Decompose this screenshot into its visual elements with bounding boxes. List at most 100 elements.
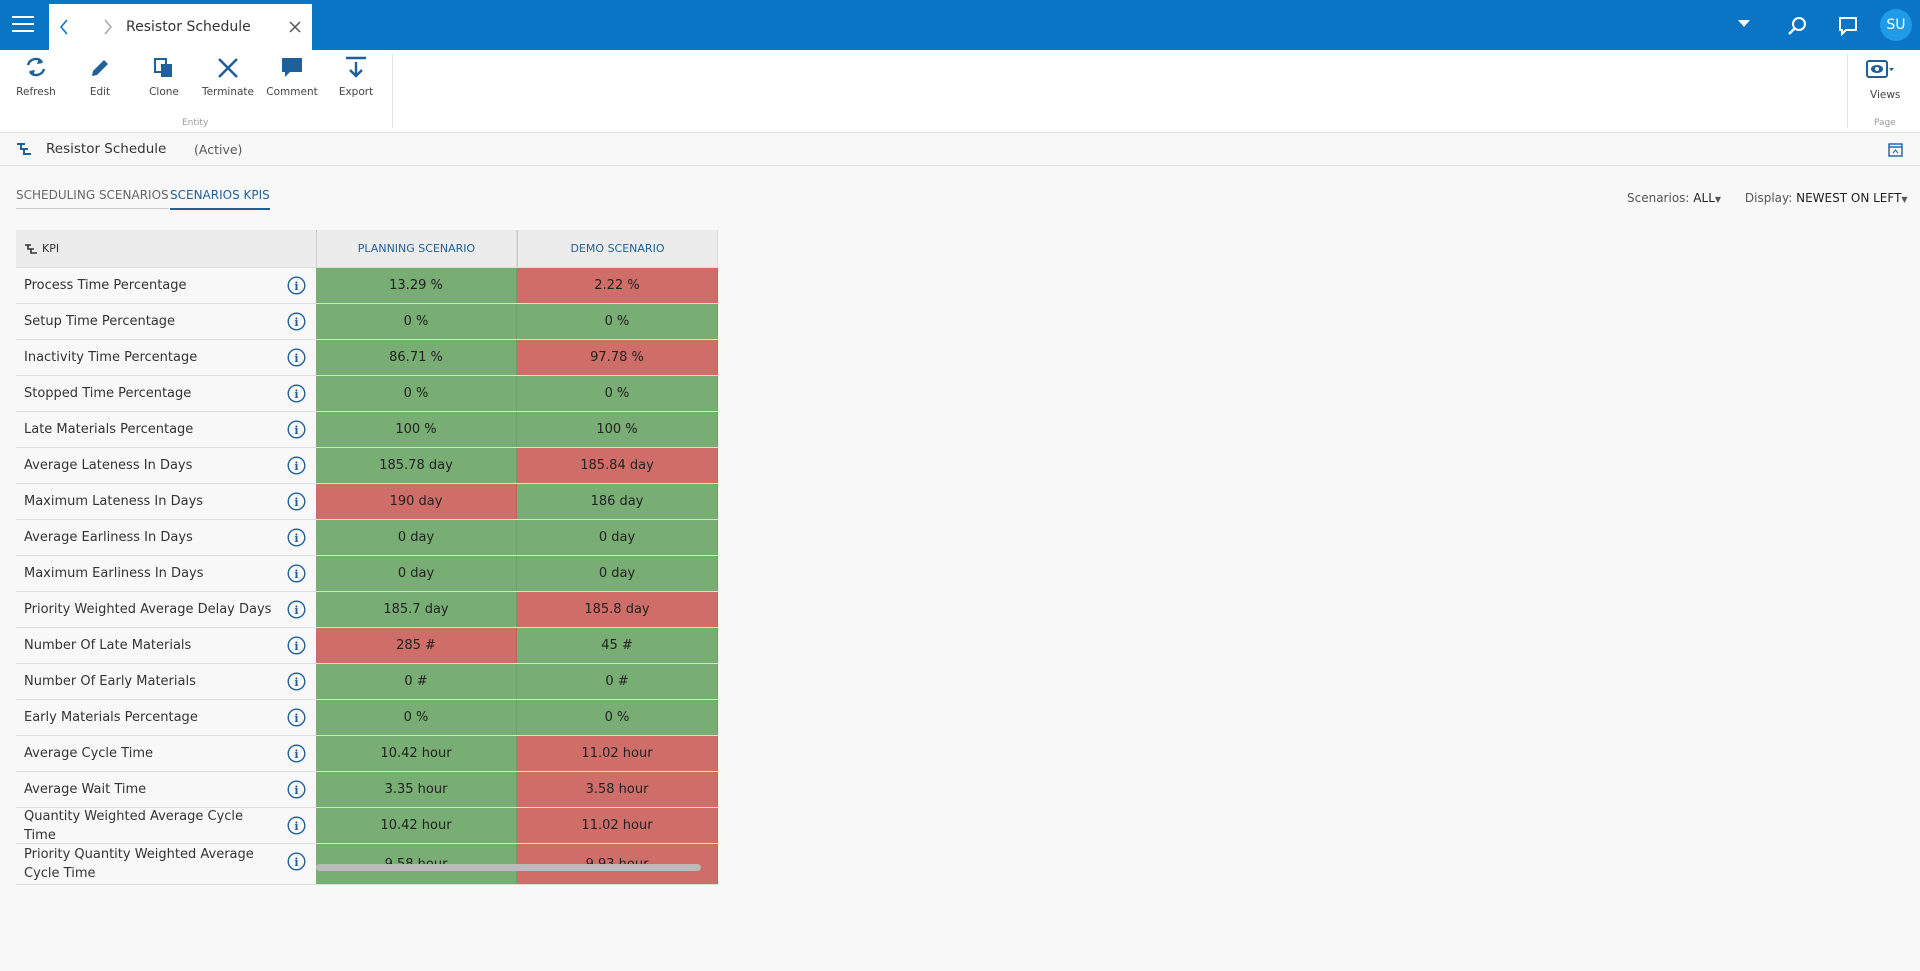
ribbon-button[interactable]: Refresh <box>4 56 68 98</box>
kpi-name: Quantity Weighted Average Cycle Time <box>24 808 244 843</box>
info-icon[interactable]: i <box>287 564 306 587</box>
column-header[interactable]: PLANNING SCENARIO <box>316 230 517 267</box>
dropdown[interactable] <box>1738 20 1750 28</box>
info-icon[interactable]: i <box>287 348 306 371</box>
svg-text:i: i <box>294 640 298 653</box>
expand[interactable] <box>1888 143 1904 157</box>
button-label: Export <box>338 86 374 98</box>
svg-text:i: i <box>294 388 298 401</box>
header-row: KPI PLANNING SCENARIO DEMO SCENARIO <box>16 230 718 268</box>
kpi-name: Average Cycle Time <box>24 746 153 761</box>
kpi-cell: Maximum Lateness In Days i <box>16 484 316 519</box>
kpi-value: 0 # <box>316 664 517 699</box>
top-bar: Resistor Schedule SU <box>0 0 1920 50</box>
filter-value[interactable]: ALL <box>1693 191 1715 205</box>
kpi-cell: Average Cycle Time i <box>16 736 316 771</box>
kpi-cell: Inactivity Time Percentage i <box>16 340 316 375</box>
tab[interactable]: Resistor Schedule <box>49 4 312 50</box>
kpi-cell: Early Materials Percentage i <box>16 700 316 735</box>
kpi-value: 10.42 hour <box>316 808 517 843</box>
views-label[interactable]: Views <box>1870 89 1901 101</box>
kpi-value: 13.29 % <box>316 268 517 303</box>
kpi-value: 185.7 day <box>316 592 517 627</box>
kpi-value: 190 day <box>316 484 517 519</box>
tab-title: Resistor Schedule <box>126 19 251 35</box>
ribbon: Entity Views Page Refresh Edit Clone Termin… <box>0 50 1920 133</box>
info-icon[interactable]: i <box>287 528 306 551</box>
kpi-name: Number Of Early Materials <box>24 674 196 689</box>
table-row: Maximum Lateness In Days i 190 day 186 day <box>16 484 718 520</box>
info-icon[interactable]: i <box>287 384 306 407</box>
chat[interactable] <box>1838 16 1858 36</box>
info-icon[interactable]: i <box>287 312 306 335</box>
kpi-value: 100 % <box>517 412 718 447</box>
info-icon[interactable]: i <box>287 420 306 443</box>
info-icon[interactable]: i <box>287 672 306 695</box>
info-icon[interactable]: i <box>287 816 306 839</box>
button-label: Clone <box>149 86 179 98</box>
ribbon-button[interactable]: Edit <box>68 56 132 98</box>
svg-text:i: i <box>294 712 298 725</box>
search[interactable] <box>1788 16 1808 36</box>
table-row: Average Earliness In Days i 0 day 0 day <box>16 520 718 556</box>
svg-text:i: i <box>294 424 298 437</box>
svg-text:i: i <box>294 748 298 761</box>
column-header[interactable]: KPI <box>16 230 316 267</box>
table-row: Average Lateness In Days i 185.78 day 185.8… <box>16 448 718 484</box>
tab-link[interactable]: SCHEDULING SCENARIOS <box>16 188 169 209</box>
info-icon[interactable]: i <box>287 600 306 623</box>
info-icon[interactable]: i <box>287 744 306 767</box>
svg-text:i: i <box>294 856 298 869</box>
table-row: Process Time Percentage i 13.29 % 2.22 % <box>16 268 718 304</box>
close[interactable] <box>289 21 301 33</box>
tab-link-active[interactable]: SCENARIOS KPIS <box>170 188 270 210</box>
kpi-name: Early Materials Percentage <box>24 710 198 725</box>
filter-value[interactable]: NEWEST ON LEFT <box>1796 191 1902 205</box>
svg-text:i: i <box>294 532 298 545</box>
svg-text:i: i <box>294 496 298 509</box>
kpi-value: 11.02 hour <box>517 808 718 843</box>
svg-text:i: i <box>294 352 298 365</box>
scrollbar[interactable] <box>316 864 701 871</box>
info-icon[interactable]: i <box>287 492 306 515</box>
filters: Scenarios: ALL▼ Display: NEWEST ON LEFT▼ <box>1627 191 1908 205</box>
breadcrumb-state: (Active) <box>194 142 243 157</box>
info-icon[interactable]: i <box>287 708 306 731</box>
avatar[interactable]: SU <box>1880 9 1912 41</box>
kpi-value: 0 day <box>316 556 517 591</box>
info-icon[interactable]: i <box>287 852 306 875</box>
ribbon-button[interactable]: Clone <box>132 56 196 98</box>
info-icon[interactable]: i <box>287 456 306 479</box>
table-row: Inactivity Time Percentage i 86.71 % 97.78 … <box>16 340 718 376</box>
ribbon-button[interactable]: Comment <box>260 56 324 98</box>
button-label: Terminate <box>201 86 255 98</box>
nav-arrows[interactable] <box>59 18 119 36</box>
svg-text:i: i <box>294 676 298 689</box>
kpi-name: Average Lateness In Days <box>24 458 193 473</box>
kpi-value: 0 # <box>517 664 718 699</box>
kpi-value: 285 # <box>316 628 517 663</box>
table-row: Number Of Late Materials i 285 #45 # <box>16 628 718 664</box>
info-icon[interactable]: i <box>287 780 306 803</box>
info-icon[interactable]: i <box>287 276 306 299</box>
kpi-name: Average Wait Time <box>24 782 147 797</box>
kpi-value: 0 % <box>517 304 718 339</box>
button-label: Comment <box>266 86 318 98</box>
views-icon[interactable] <box>1866 60 1894 80</box>
ribbon-button[interactable]: Terminate <box>196 56 260 98</box>
kpi-name: Late Materials Percentage <box>24 422 194 437</box>
kpi-cell: Process Time Percentage i <box>16 268 316 303</box>
info-icon[interactable]: i <box>287 636 306 659</box>
button-label: Edit <box>89 86 111 98</box>
menu[interactable] <box>12 15 34 33</box>
kpi-name: Number Of Late Materials <box>24 638 192 653</box>
ribbon-button[interactable]: Export <box>324 56 388 98</box>
table-row: Early Materials Percentage i 0 % 0 % <box>16 700 718 736</box>
kpi-value: 2.22 % <box>517 268 718 303</box>
column-header[interactable]: DEMO SCENARIO <box>517 230 718 267</box>
hierarchy-icon <box>17 143 31 155</box>
kpi-value: 10.42 hour <box>316 736 517 771</box>
page-label: Page <box>1874 118 1896 128</box>
kpi-cell: Average Earliness In Days i <box>16 520 316 555</box>
